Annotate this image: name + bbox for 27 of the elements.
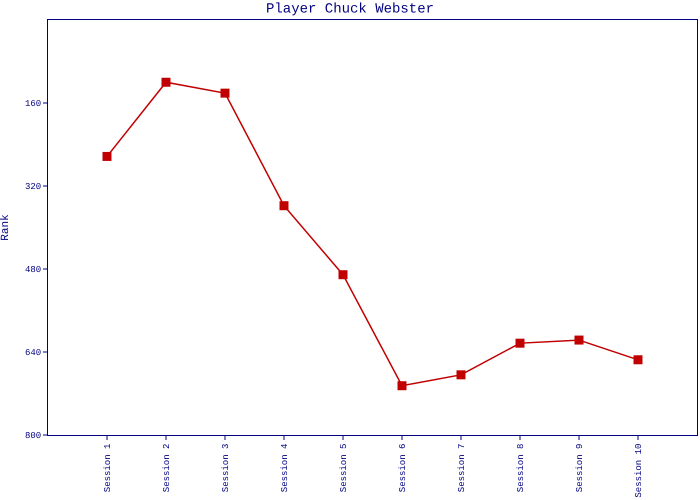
y-tick-label: 480 bbox=[24, 265, 42, 276]
y-tick-label: 160 bbox=[24, 99, 42, 110]
point bbox=[634, 355, 642, 364]
x-tick-label: Session 3 bbox=[220, 444, 231, 492]
x-tick-label: Session 5 bbox=[338, 444, 349, 492]
point bbox=[456, 370, 466, 380]
y-tick-label: 320 bbox=[24, 182, 42, 192]
point bbox=[516, 338, 524, 348]
y-axis-title: Rank bbox=[0, 214, 12, 241]
point bbox=[398, 381, 406, 390]
point bbox=[574, 336, 584, 345]
point bbox=[220, 88, 230, 98]
point bbox=[162, 78, 170, 87]
x-tick-label: Session 9 bbox=[574, 444, 585, 492]
y-tick-label: 640 bbox=[24, 348, 42, 358]
y-tick-label: 800 bbox=[24, 431, 42, 442]
x-tick-label: Session 4 bbox=[280, 444, 290, 492]
x-tick-label: Session 8 bbox=[516, 444, 526, 492]
x-tick-label: Session 1 bbox=[102, 444, 113, 492]
x-tick-label: Session 7 bbox=[456, 444, 467, 492]
chart-title: Player Chuck Webster bbox=[266, 1, 434, 18]
point bbox=[102, 152, 112, 161]
x-tick-label: Session 6 bbox=[398, 444, 408, 492]
point bbox=[338, 270, 348, 280]
x-tick-label: Session 2 bbox=[162, 444, 172, 492]
x-tick-label: Session 10 bbox=[634, 444, 644, 498]
point bbox=[280, 201, 288, 210]
